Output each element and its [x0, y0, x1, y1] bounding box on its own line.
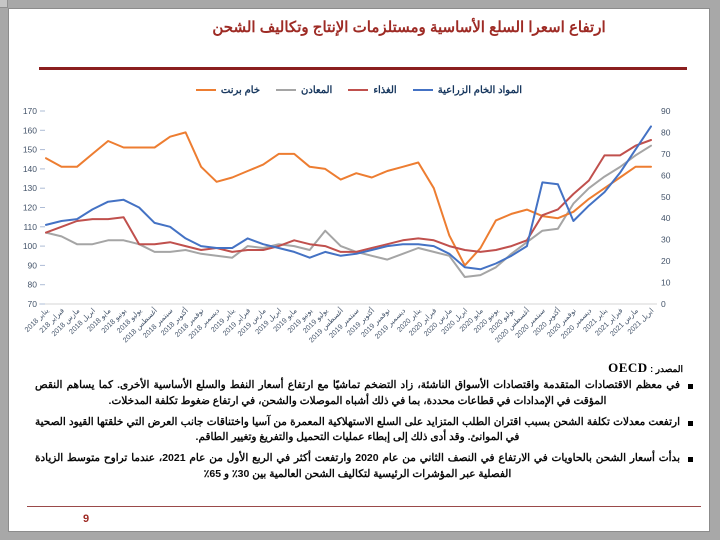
right-axis-label: 80 [661, 127, 671, 137]
legend-label: المواد الخام الزراعية [437, 84, 523, 96]
source-label: المصدر : [650, 364, 683, 374]
legend-item: المعادن [276, 85, 332, 96]
right-axis-label: 50 [661, 192, 671, 202]
right-axis-label: 40 [661, 213, 671, 223]
left-axis-label: 130 [23, 183, 37, 193]
slide-title: ارتفاع اسعرا السلع الأساسية ومستلزمات ال… [212, 19, 606, 36]
commodity-chart-svg: 70 80 90 100 110 120 130 140 150 160 170 0 10 20 30 40 5… [23, 106, 671, 344]
bullet-item: في معظم الاقتصادات المتقدمة واقتصادات ال… [35, 378, 693, 410]
bullet-item: ارتفعت معدلات تكلفة الشحن بسبب اقتران ال… [35, 415, 693, 447]
bullet-list: في معظم الاقتصادات المتقدمة واقتصادات ال… [35, 378, 693, 488]
left-axis-label: 160 [23, 125, 37, 135]
left-axis-label: 100 [23, 241, 37, 251]
chart-legend: خام برنت المعادن الغذاء المواد الخام الزراع… [9, 82, 709, 98]
frame-corner [0, 0, 8, 8]
left-axis-label: 80 [28, 280, 38, 290]
legend-label: الغذاء [373, 84, 397, 96]
legend-line-swatch [276, 89, 297, 91]
legend-line-swatch [348, 89, 369, 91]
bullet-text: ارتفعت معدلات تكلفة الشحن بسبب اقتران ال… [35, 415, 680, 444]
left-axis-label: 140 [23, 164, 37, 174]
series-line-1 [45, 139, 652, 253]
source-note: المصدر : OECD [608, 360, 683, 376]
legend-label: المعادن [301, 84, 333, 96]
legend-item: الغذاء [348, 84, 397, 96]
left-axis-label: 70 [28, 299, 38, 309]
right-axis-label: 70 [661, 149, 671, 159]
series-line-2 [45, 144, 652, 278]
right-axis-label: 20 [661, 256, 671, 266]
slide: ارتفاع اسعرا السلع الأساسية ومستلزمات ال… [8, 8, 710, 532]
bullet-item: بدأت أسعار الشحن بالحاويات في الارتفاع ف… [35, 451, 693, 483]
series-line-3 [45, 131, 652, 267]
bullet-text: بدأت أسعار الشحن بالحاويات في الارتفاع ف… [35, 452, 680, 480]
left-axis-label: 90 [28, 260, 38, 270]
left-axis-label: 120 [23, 203, 37, 213]
page-number: 9 [83, 513, 90, 525]
right-axis-label: 10 [661, 278, 671, 288]
legend-line-swatch [195, 89, 216, 91]
bullet-square-icon [688, 420, 693, 426]
bullet-square-icon [688, 384, 693, 389]
source-value: OECD [608, 360, 648, 375]
commodity-price-chart: 70 80 90 100 110 120 130 140 150 160 170 0 10 20 30 40 5… [9, 104, 713, 372]
title-divider [39, 67, 687, 70]
legend-item: خام برنت [195, 84, 261, 96]
legend-line-swatch [412, 89, 433, 91]
left-axis-label: 110 [23, 222, 37, 232]
right-axis-label: 0 [661, 299, 666, 309]
right-axis-label: 90 [661, 106, 671, 116]
right-axis-label: 60 [661, 170, 671, 180]
footer-divider [27, 506, 701, 507]
bullet-text: في معظم الاقتصادات المتقدمة واقتصادات ال… [35, 379, 680, 407]
right-axis-label: 30 [661, 235, 671, 245]
left-axis-label: 170 [23, 106, 37, 116]
left-axis-label: 150 [23, 145, 37, 155]
bullet-square-icon [688, 457, 693, 462]
legend-label: خام برنت [220, 84, 261, 96]
series-line-0 [45, 125, 652, 271]
legend-item: المواد الخام الزراعية [412, 84, 523, 96]
